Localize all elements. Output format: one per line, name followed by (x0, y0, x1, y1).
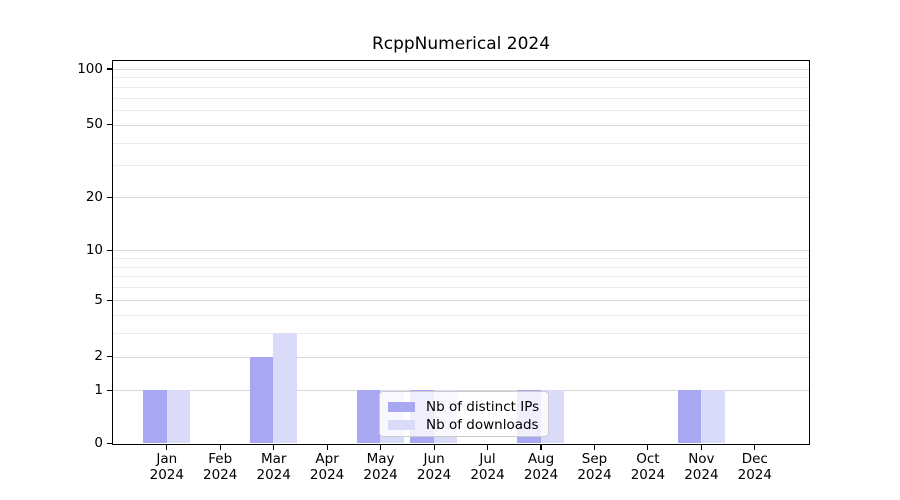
gridline (113, 389, 809, 391)
gridline (113, 314, 809, 316)
x-axis-tick (700, 444, 702, 450)
y-axis-tick (107, 299, 112, 301)
x-axis-tick-year: 2024 (256, 466, 291, 483)
gridline (113, 287, 809, 289)
x-axis-tick-label: Sep 2024 (555, 451, 635, 483)
x-axis-tick (433, 444, 435, 450)
x-axis-tick-label: Mar 2024 (234, 451, 314, 483)
y-axis-tick-label: 100 (77, 60, 103, 77)
legend-entry-distinct-ips: Nb of distinct IPs (388, 398, 540, 415)
gridline (113, 356, 809, 358)
gridline (113, 165, 809, 167)
x-axis-tick (326, 444, 328, 450)
y-axis-tick-label: 10 (85, 242, 103, 258)
legend-entry-downloads: Nb of downloads (388, 416, 540, 433)
gridline (113, 333, 809, 334)
x-axis-tick-label: Jun 2024 (394, 451, 474, 483)
y-axis-tick-label: 1 (94, 381, 103, 398)
x-axis-tick (486, 444, 489, 450)
legend-label-downloads: Nb of downloads (426, 416, 539, 433)
x-axis-tick-year: 2024 (149, 466, 184, 483)
plot-area: Nb of distinct IPs Nb of downloads (112, 60, 810, 445)
x-axis-tick-year: 2024 (363, 466, 398, 483)
x-axis-tick (647, 444, 649, 450)
bar-distinct-ips (249, 356, 274, 443)
gridline (113, 142, 809, 144)
x-axis-tick (166, 444, 168, 450)
bar-distinct-ips (677, 389, 702, 443)
x-axis-tick-label: Oct 2024 (608, 451, 688, 483)
gridline (113, 97, 809, 99)
bar-distinct-ips (356, 389, 381, 443)
x-axis-tick-year: 2024 (523, 466, 559, 483)
y-axis-tick (107, 249, 112, 252)
gridline (113, 258, 809, 259)
chart-title: RcppNumerical 2024 (371, 34, 551, 54)
y-axis-tick (107, 68, 112, 70)
bar-downloads (273, 333, 297, 443)
y-axis-tick (107, 124, 112, 126)
x-axis-tick-year: 2024 (630, 466, 666, 483)
gridline (113, 68, 809, 70)
x-axis-tick-year: 2024 (309, 466, 345, 483)
gridline (113, 86, 809, 88)
x-axis-tick (754, 444, 756, 450)
x-axis-tick-label: May 2024 (341, 451, 421, 483)
x-axis-tick (540, 444, 542, 450)
x-axis-tick-label: Nov 2024 (661, 451, 741, 483)
x-axis-tick-year: 2024 (737, 466, 772, 483)
bar-downloads (166, 389, 190, 443)
y-axis-tick (107, 442, 112, 444)
x-axis-tick (273, 444, 275, 450)
gridline (113, 110, 809, 111)
y-axis-tick-label: 5 (94, 291, 103, 308)
x-axis-tick-label: Dec 2024 (715, 451, 795, 483)
y-axis-tick-label: 50 (85, 116, 103, 133)
x-axis-tick (380, 444, 382, 450)
gridline (113, 124, 809, 126)
x-axis-tick-label: Feb 2024 (180, 451, 260, 483)
y-axis-tick (107, 389, 112, 391)
gridline (113, 266, 809, 268)
legend-swatch-distinct-ips (388, 401, 415, 412)
y-axis-tick-label: 2 (94, 348, 103, 365)
x-axis-tick-label: Jan 2024 (127, 451, 207, 483)
gridline (113, 77, 809, 79)
gridline (113, 299, 809, 301)
y-axis-tick-label: 0 (94, 434, 103, 451)
x-axis-tick-year: 2024 (684, 466, 719, 483)
gridline (113, 197, 809, 199)
y-axis-tick-label: 20 (85, 189, 103, 206)
legend-label-distinct-ips: Nb of distinct IPs (426, 398, 540, 415)
gridline (113, 276, 809, 278)
y-axis-tick (107, 197, 112, 199)
y-axis-tick (107, 356, 112, 358)
legend: Nb of distinct IPs Nb of downloads (379, 391, 549, 437)
x-axis-tick-year: 2024 (577, 466, 612, 483)
x-axis-tick-label: Aug 2024 (501, 451, 581, 483)
bar-downloads (701, 389, 725, 443)
x-axis-tick (219, 444, 221, 450)
x-axis-tick-year: 2024 (470, 466, 505, 483)
x-axis-tick-year: 2024 (203, 466, 238, 483)
bar-distinct-ips (143, 389, 167, 443)
x-axis-tick (593, 444, 596, 450)
x-axis-tick-label: Jul 2024 (448, 451, 528, 483)
gridline (113, 250, 809, 252)
x-axis-tick-year: 2024 (416, 466, 452, 483)
x-axis-tick-label: Apr 2024 (287, 451, 367, 483)
legend-swatch-downloads (388, 419, 415, 430)
